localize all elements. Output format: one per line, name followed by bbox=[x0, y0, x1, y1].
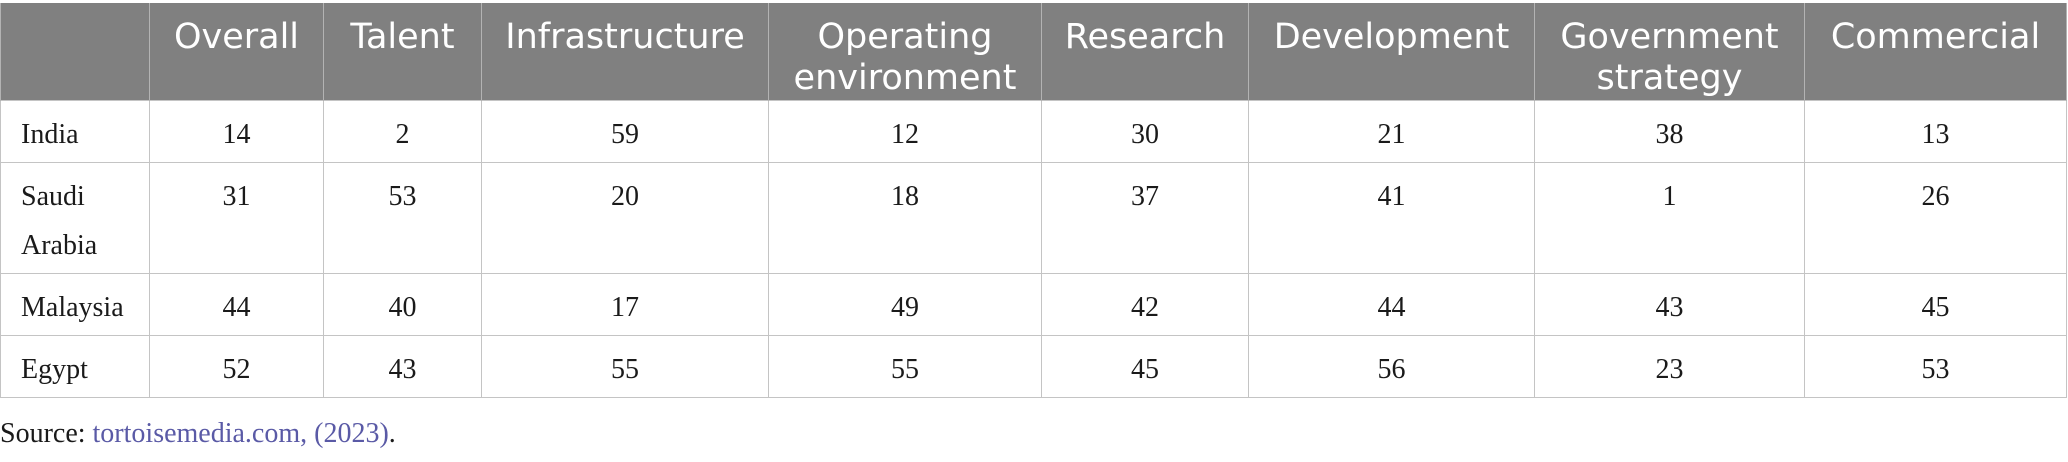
value-cell: 23 bbox=[1534, 334, 1805, 398]
header-cell-research: Research bbox=[1041, 3, 1249, 100]
value-cell: 52 bbox=[149, 334, 324, 398]
value-cell: 44 bbox=[149, 272, 324, 336]
country-cell: Malaysia bbox=[0, 272, 150, 336]
value-cell: 31 bbox=[149, 161, 324, 274]
value-cell: 13 bbox=[1804, 99, 2067, 163]
value-cell: 40 bbox=[323, 272, 482, 336]
value-cell: 18 bbox=[768, 161, 1042, 274]
value-cell: 37 bbox=[1041, 161, 1249, 274]
header-cell-development: Development bbox=[1248, 3, 1535, 100]
table-row: India 14 2 59 12 30 21 38 13 bbox=[0, 99, 2067, 163]
value-cell: 49 bbox=[768, 272, 1042, 336]
value-cell: 41 bbox=[1248, 161, 1535, 274]
header-cell-overall: Overall bbox=[149, 3, 324, 100]
country-cell: India bbox=[0, 99, 150, 163]
header-row: Overall Talent Infrastructure Operating … bbox=[0, 3, 2067, 100]
header-cell-government-strategy: Government strategy bbox=[1534, 3, 1805, 100]
value-cell: 43 bbox=[1534, 272, 1805, 336]
value-cell: 53 bbox=[323, 161, 482, 274]
value-cell: 55 bbox=[768, 334, 1042, 398]
value-cell: 53 bbox=[1804, 334, 2067, 398]
value-cell: 45 bbox=[1804, 272, 2067, 336]
header-cell-operating-environment: Operating environment bbox=[768, 3, 1042, 100]
country-cell: Saudi Arabia bbox=[0, 161, 150, 274]
value-cell: 26 bbox=[1804, 161, 2067, 274]
value-cell: 45 bbox=[1041, 334, 1249, 398]
source-suffix: . bbox=[388, 418, 396, 449]
value-cell: 17 bbox=[481, 272, 769, 336]
value-cell: 56 bbox=[1248, 334, 1535, 398]
table-row: Saudi Arabia 31 53 20 18 37 41 1 26 bbox=[0, 161, 2067, 274]
header-cell-infrastructure: Infrastructure bbox=[481, 3, 769, 100]
rankings-table: Overall Talent Infrastructure Operating … bbox=[0, 3, 2067, 398]
header-cell-commercial: Commercial bbox=[1804, 3, 2067, 100]
table-row: Malaysia 44 40 17 49 42 44 43 45 bbox=[0, 272, 2067, 336]
value-cell: 21 bbox=[1248, 99, 1535, 163]
source-note: Source: tortoisemedia.com, (2023). bbox=[0, 418, 396, 450]
rankings-table-wrapper: Overall Talent Infrastructure Operating … bbox=[0, 3, 2067, 398]
value-cell: 12 bbox=[768, 99, 1042, 163]
value-cell: 20 bbox=[481, 161, 769, 274]
value-cell: 55 bbox=[481, 334, 769, 398]
source-link[interactable]: tortoisemedia.com, (2023) bbox=[92, 418, 389, 449]
header-cell-talent: Talent bbox=[323, 3, 482, 100]
header-cell-corner bbox=[0, 3, 150, 100]
value-cell: 43 bbox=[323, 334, 482, 398]
value-cell: 14 bbox=[149, 99, 324, 163]
value-cell: 38 bbox=[1534, 99, 1805, 163]
table-row: Egypt 52 43 55 55 45 56 23 53 bbox=[0, 334, 2067, 398]
value-cell: 42 bbox=[1041, 272, 1249, 336]
value-cell: 59 bbox=[481, 99, 769, 163]
value-cell: 1 bbox=[1534, 161, 1805, 274]
value-cell: 2 bbox=[323, 99, 482, 163]
value-cell: 44 bbox=[1248, 272, 1535, 336]
source-prefix: Source: bbox=[0, 418, 93, 449]
country-cell: Egypt bbox=[0, 334, 150, 398]
value-cell: 30 bbox=[1041, 99, 1249, 163]
